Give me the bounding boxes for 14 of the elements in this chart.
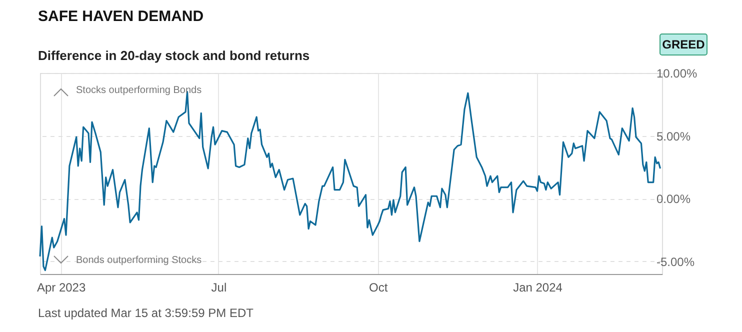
x-tick-label: Jul bbox=[211, 280, 227, 294]
annotation: Stocks outperforming Bonds bbox=[76, 85, 202, 96]
y-tick-label: 0.00% bbox=[656, 192, 691, 206]
text: Last updated Mar 15 at 3:59:59 PM EDT bbox=[38, 306, 254, 320]
text: GREED bbox=[662, 38, 706, 52]
chart-subtitle: Difference in 20-day stock and bond returns bbox=[38, 48, 310, 63]
y-tick-label: 5.00% bbox=[656, 129, 691, 144]
y-tick-label: -5.00% bbox=[656, 254, 695, 269]
chart-title: SAFE HAVEN DEMAND bbox=[38, 8, 204, 25]
x-tick-label: Jan 2024 bbox=[513, 280, 563, 294]
y-tick-label: 10.00% bbox=[656, 66, 698, 80]
annotation: Bonds outperforming Stocks bbox=[76, 255, 202, 266]
x-tick-label: Oct bbox=[369, 280, 388, 294]
x-tick-label: Apr 2023 bbox=[36, 280, 86, 294]
